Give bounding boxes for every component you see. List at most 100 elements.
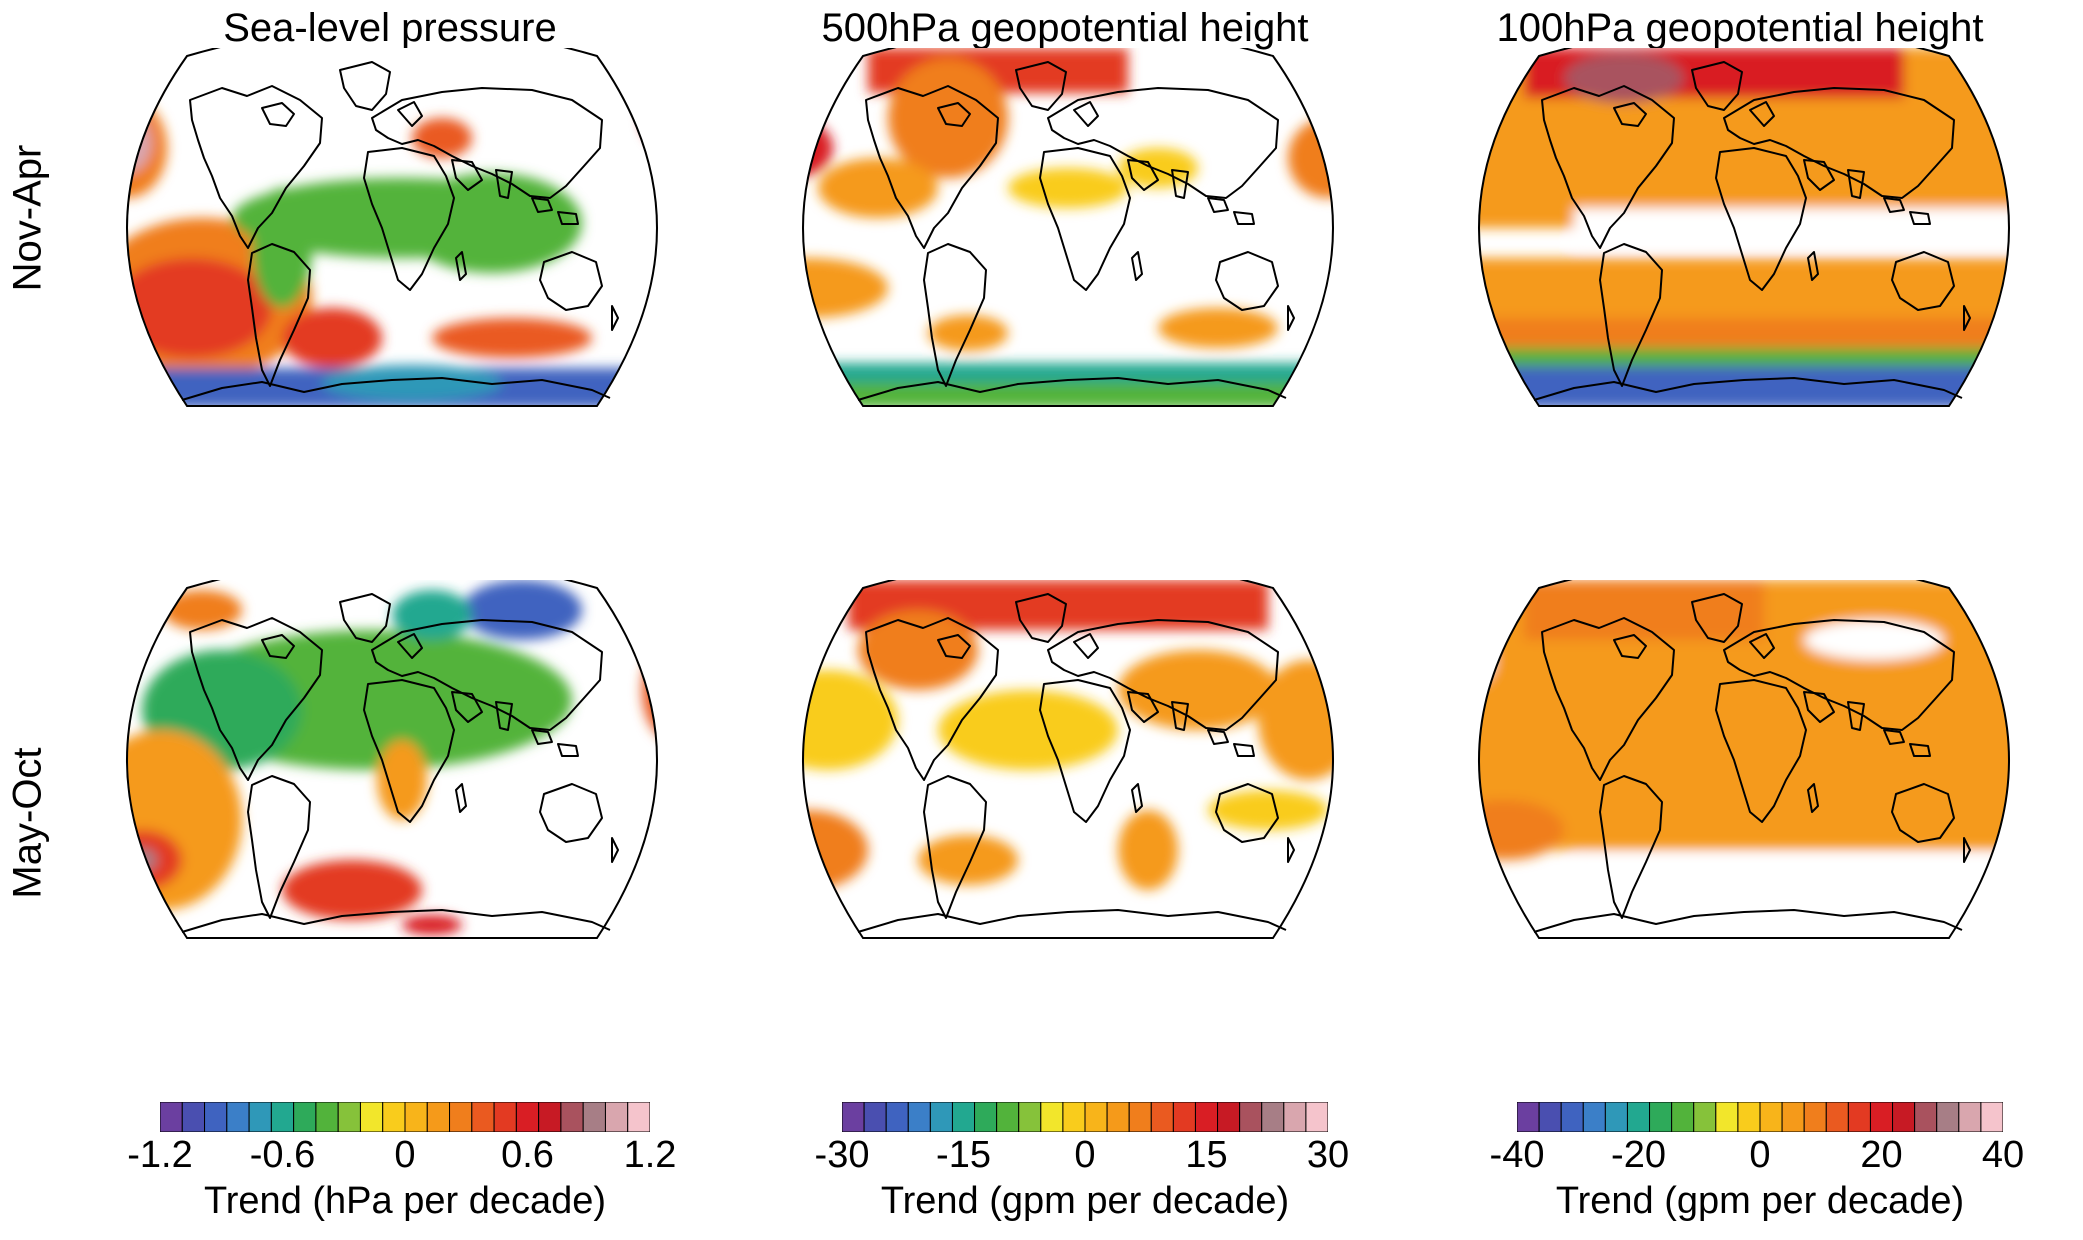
colorbar-swatch xyxy=(560,1102,584,1132)
colorbar-swatch xyxy=(359,1102,384,1132)
colorbar-swatch xyxy=(160,1102,183,1132)
colorbar-swatch xyxy=(1914,1102,1938,1132)
colorbar-swatch xyxy=(293,1102,317,1132)
tick-label: 20 xyxy=(1860,1134,1903,1176)
colorbar-z500 xyxy=(842,1102,1328,1132)
colorbar-swatch xyxy=(582,1102,606,1132)
colorbar-swatch xyxy=(1261,1102,1285,1132)
colorbar-swatch xyxy=(471,1102,495,1132)
colorbar-swatch xyxy=(1671,1102,1695,1132)
colorbar-swatch xyxy=(248,1102,272,1132)
colorbar-swatch xyxy=(382,1102,406,1132)
map-z100-nov-apr xyxy=(1478,48,2010,407)
tick-label: -1.2 xyxy=(127,1134,193,1176)
colorbar-swatch xyxy=(1847,1102,1871,1132)
colorbar-swatch xyxy=(604,1102,629,1132)
colorbar-slp xyxy=(160,1102,650,1132)
colorbar-z100 xyxy=(1517,1102,2003,1132)
colorbar-swatch xyxy=(1825,1102,1849,1132)
tick-label: -0.6 xyxy=(249,1134,316,1176)
colorbar-swatch xyxy=(1062,1102,1086,1132)
map-slp-nov-apr xyxy=(126,48,658,407)
tick-label: 0 xyxy=(1749,1134,1771,1176)
colorbar-label-slp: Trend (hPa per decade) xyxy=(203,1180,607,1222)
colorbar-swatch xyxy=(1150,1102,1174,1132)
tick-label: -40 xyxy=(1489,1134,1545,1176)
tick-label: 15 xyxy=(1185,1134,1228,1176)
colorbar-swatch xyxy=(1305,1102,1328,1132)
row-label-may-oct: May-Oct xyxy=(5,747,50,899)
colorbar-swatch xyxy=(226,1102,250,1132)
colorbar-swatch xyxy=(1737,1102,1761,1132)
map-z100-may-oct xyxy=(1478,580,2010,939)
map-z500-nov-apr xyxy=(802,48,1334,407)
colorbar-swatch xyxy=(1869,1102,1894,1132)
row-label-nov-apr: Nov-Apr xyxy=(5,144,50,292)
colorbar-ticks-z100: -40 -20 0 20 40 xyxy=(1490,1134,2025,1178)
colorbar-swatch xyxy=(996,1102,1020,1132)
tick-label: -20 xyxy=(1611,1134,1666,1176)
colorbar-swatch xyxy=(1172,1102,1196,1132)
tick-label: 40 xyxy=(1981,1134,2025,1176)
colorbar-swatch xyxy=(863,1102,887,1132)
colorbar-swatch xyxy=(1283,1102,1307,1132)
colorbar-swatch xyxy=(404,1102,428,1132)
column-title-z500: 500hPa geopotential height xyxy=(821,6,1309,50)
colorbar-ticks-slp: -1.2 -0.6 0 0.6 1.2 xyxy=(127,1134,676,1178)
colorbar-swatch xyxy=(951,1102,976,1132)
colorbar-swatch xyxy=(1649,1102,1673,1132)
colorbar-swatch xyxy=(337,1102,361,1132)
colorbar-swatch xyxy=(1194,1102,1219,1132)
colorbar-label-z500: Trend (gpm per decade) xyxy=(880,1180,1290,1222)
colorbar-swatch xyxy=(974,1102,998,1132)
colorbar-swatch xyxy=(1106,1102,1130,1132)
colorbar-swatch xyxy=(315,1102,339,1132)
colorbar-swatch xyxy=(929,1102,953,1132)
colorbar-swatch xyxy=(842,1102,865,1132)
colorbar-swatch xyxy=(515,1102,540,1132)
colorbar-swatch xyxy=(270,1102,295,1132)
colorbar-swatch xyxy=(1980,1102,2003,1132)
tick-label: 1.2 xyxy=(623,1134,677,1176)
tick-label: 30 xyxy=(1306,1134,1350,1176)
colorbar-swatch xyxy=(1604,1102,1628,1132)
colorbar-swatch xyxy=(1693,1102,1717,1132)
tick-label: 0 xyxy=(1074,1134,1096,1176)
colorbar-swatch xyxy=(1084,1102,1108,1132)
tick-label: 0 xyxy=(394,1134,416,1176)
colorbar-swatch xyxy=(1892,1102,1916,1132)
colorbar-swatch xyxy=(1538,1102,1562,1132)
colorbar-swatch xyxy=(1560,1102,1584,1132)
colorbar-swatch xyxy=(1217,1102,1241,1132)
column-title-z100: 100hPa geopotential height xyxy=(1496,6,1984,50)
column-title-slp: Sea-level pressure xyxy=(223,6,557,50)
tick-label: 0.6 xyxy=(501,1134,554,1176)
colorbar-swatch xyxy=(1759,1102,1783,1132)
tick-label: -15 xyxy=(936,1134,991,1176)
colorbar-swatch xyxy=(1781,1102,1805,1132)
colorbar-swatch xyxy=(1626,1102,1651,1132)
colorbar-swatch xyxy=(1040,1102,1064,1132)
colorbar-swatch xyxy=(1803,1102,1827,1132)
colorbar-swatch xyxy=(1128,1102,1152,1132)
colorbar-swatch xyxy=(907,1102,931,1132)
colorbar-label-z100: Trend (gpm per decade) xyxy=(1555,1180,1965,1222)
colorbar-ticks-z500: -30 -15 0 15 30 xyxy=(815,1134,1350,1178)
colorbar-swatch xyxy=(1018,1102,1042,1132)
colorbar-swatch xyxy=(1936,1102,1960,1132)
colorbar-swatch xyxy=(627,1102,650,1132)
colorbar-swatch xyxy=(493,1102,517,1132)
colorbar-swatch xyxy=(885,1102,909,1132)
colorbar-swatch xyxy=(449,1102,473,1132)
map-slp-may-oct xyxy=(126,580,658,939)
colorbar-swatch xyxy=(1958,1102,1982,1132)
colorbar-swatch xyxy=(1715,1102,1739,1132)
colorbar-swatch xyxy=(1517,1102,1540,1132)
tick-label: -30 xyxy=(814,1134,870,1176)
colorbar-swatch xyxy=(1582,1102,1606,1132)
colorbar-swatch xyxy=(1239,1102,1263,1132)
colorbar-swatch xyxy=(181,1102,206,1132)
map-z500-may-oct xyxy=(802,580,1334,939)
colorbar-swatch xyxy=(204,1102,228,1132)
colorbar-swatch xyxy=(538,1102,562,1132)
